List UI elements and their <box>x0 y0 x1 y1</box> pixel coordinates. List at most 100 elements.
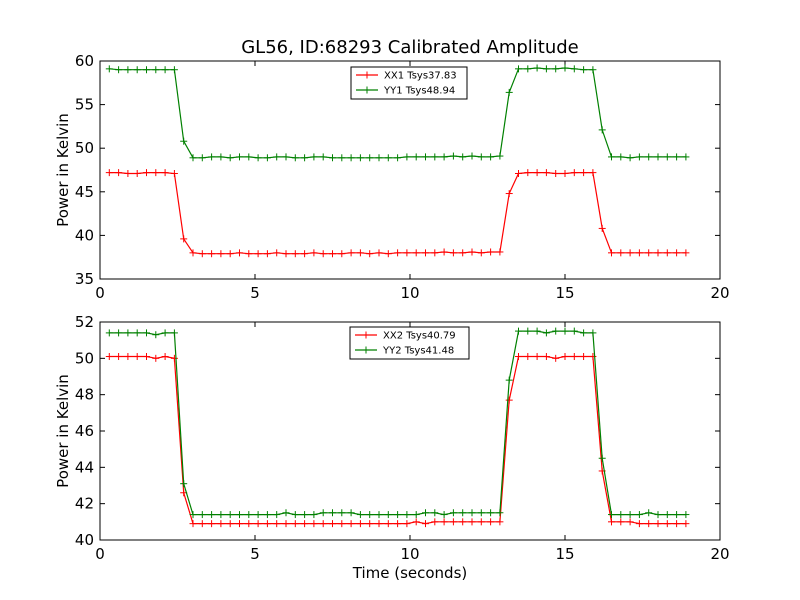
data-point <box>198 250 206 258</box>
data-point <box>654 249 662 257</box>
data-point <box>608 153 615 161</box>
data-point <box>403 153 411 161</box>
data-point <box>533 327 541 335</box>
data-point <box>273 520 281 528</box>
data-point <box>301 511 309 519</box>
data-point <box>375 511 383 519</box>
x-tick-label: 15 <box>555 545 574 563</box>
data-point <box>282 250 290 258</box>
data-point <box>329 520 336 528</box>
legend: XX2 Tsys40.79 YY2 Tsys41.48 <box>349 326 470 360</box>
data-point <box>245 511 253 519</box>
data-point <box>533 64 541 72</box>
data-point <box>217 511 225 519</box>
x-tick-label: 0 <box>95 284 105 302</box>
y-tick-label: 44 <box>75 458 94 476</box>
data-point <box>254 250 262 258</box>
data-point <box>245 520 253 528</box>
data-point <box>273 153 281 161</box>
data-point <box>356 520 364 528</box>
data-point <box>468 152 476 160</box>
data-point <box>301 520 309 528</box>
data-point <box>552 169 560 177</box>
data-point <box>319 153 327 161</box>
data-point <box>663 153 671 161</box>
data-point <box>477 509 485 517</box>
data-point <box>598 454 606 462</box>
data-point <box>608 511 615 519</box>
data-point <box>291 250 299 258</box>
data-point <box>394 249 402 257</box>
data-point <box>524 65 532 73</box>
data-point <box>552 327 560 335</box>
data-point <box>570 169 578 177</box>
data-point <box>645 509 653 517</box>
data-point <box>310 520 318 528</box>
data-point <box>291 511 299 519</box>
data-point <box>468 518 476 526</box>
data-point <box>570 353 578 361</box>
data-point <box>673 249 681 257</box>
data-point <box>217 250 225 258</box>
data-point <box>533 169 541 177</box>
data-point <box>384 250 392 258</box>
panel-2: 0 5 10 15 20 40 42 44 46 48 50 52 Power in Kelvin Tim… <box>54 313 730 582</box>
data-point <box>189 154 197 162</box>
data-point <box>282 153 290 161</box>
data-point <box>617 249 625 257</box>
data-point <box>180 235 188 243</box>
data-point <box>375 520 383 528</box>
data-point <box>133 66 141 74</box>
data-point <box>524 327 532 335</box>
data-point <box>645 153 653 161</box>
chart-title: GL56, ID:68293 Calibrated Amplitude <box>241 37 579 58</box>
x-tick-label: 20 <box>710 545 729 563</box>
x-tick-label: 15 <box>555 284 574 302</box>
data-point <box>459 249 467 257</box>
data-point <box>310 249 318 257</box>
data-point <box>143 169 150 177</box>
data-point <box>356 154 364 162</box>
y-tick-label: 45 <box>75 183 94 201</box>
data-point <box>459 153 467 161</box>
data-point <box>561 327 569 335</box>
data-point <box>673 511 681 519</box>
data-point <box>626 518 634 526</box>
data-point <box>459 518 467 526</box>
data-point <box>301 154 309 162</box>
data-point <box>412 518 420 526</box>
data-point <box>542 353 550 361</box>
data-point <box>236 249 243 257</box>
data-point <box>580 353 588 361</box>
data-point <box>161 169 169 177</box>
data-point <box>310 153 318 161</box>
data-point <box>115 329 123 337</box>
data-point <box>236 153 243 161</box>
data-point <box>673 153 681 161</box>
data-point <box>645 249 653 257</box>
data-point <box>208 511 216 519</box>
data-point <box>170 329 178 337</box>
data-point <box>422 249 429 257</box>
data-point <box>282 509 290 517</box>
data-point <box>282 520 290 528</box>
x-tick-label: 5 <box>250 284 260 302</box>
data-point <box>301 250 309 258</box>
data-point <box>189 520 197 528</box>
data-point <box>347 249 355 257</box>
data-point <box>208 250 216 258</box>
data-point <box>291 520 299 528</box>
data-point <box>542 65 550 73</box>
data-point <box>515 353 522 361</box>
y-tick-label: 40 <box>75 226 94 244</box>
data-point <box>515 327 522 335</box>
data-point <box>105 353 113 361</box>
data-point <box>226 511 234 519</box>
y-axis-label: Power in Kelvin <box>54 374 72 488</box>
data-point <box>422 520 429 528</box>
data-point <box>468 248 476 256</box>
data-point <box>422 153 429 161</box>
y-tick-label: 46 <box>75 422 94 440</box>
data-point <box>356 511 364 519</box>
data-point <box>505 396 513 404</box>
